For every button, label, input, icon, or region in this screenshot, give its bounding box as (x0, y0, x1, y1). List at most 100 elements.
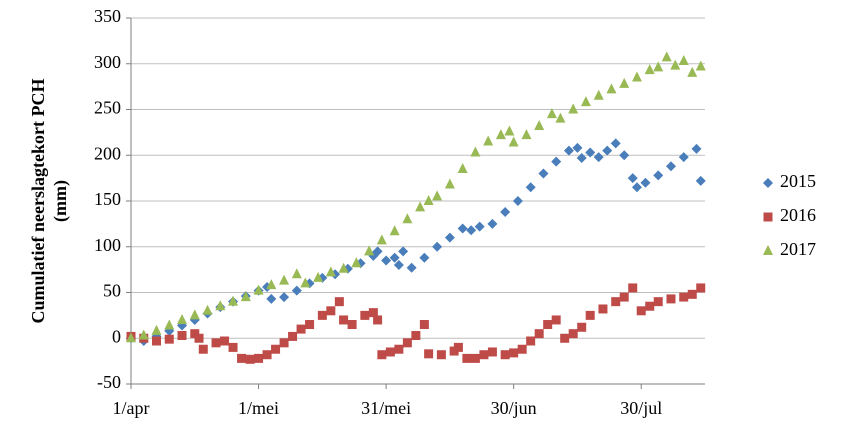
y-axis-title: (mm) (50, 180, 71, 222)
data-point (602, 145, 613, 156)
data-point (220, 336, 230, 346)
y-tick-label: 200 (94, 143, 121, 163)
data-point (279, 292, 290, 303)
data-point (317, 310, 327, 320)
data-point (598, 304, 608, 314)
data-point (687, 289, 697, 299)
data-point (228, 342, 238, 352)
data-point (202, 304, 213, 315)
data-point (279, 274, 290, 285)
data-point (432, 190, 443, 201)
data-point (627, 173, 638, 184)
data-point (538, 168, 549, 179)
data-point (151, 324, 162, 335)
data-point (628, 283, 638, 293)
data-point (563, 145, 574, 156)
data-point (495, 129, 506, 140)
data-point (593, 152, 604, 163)
data-point (551, 156, 562, 167)
data-point (509, 348, 519, 358)
data-point (457, 223, 468, 234)
data-point (653, 170, 664, 181)
legend-label: 2017 (780, 239, 816, 259)
data-point (237, 353, 247, 363)
data-point (687, 66, 698, 77)
data-point (670, 59, 681, 70)
data-point (296, 324, 306, 334)
data-point (695, 175, 706, 186)
data-point (636, 306, 646, 316)
data-point (415, 201, 426, 212)
data-point (389, 225, 400, 236)
data-point (585, 147, 596, 158)
data-point (300, 277, 311, 288)
data-point (253, 284, 264, 295)
data-point (291, 285, 302, 296)
data-point (190, 329, 200, 339)
data-point (364, 245, 375, 256)
y-tick-label: 300 (94, 52, 121, 72)
data-point (138, 329, 149, 340)
data-point (325, 266, 336, 277)
legend-marker (763, 178, 773, 188)
data-point (678, 55, 689, 66)
data-point (474, 221, 485, 232)
data-point (228, 295, 239, 306)
legend-label: 2016 (780, 205, 816, 225)
data-point (576, 152, 587, 163)
data-point (619, 77, 630, 88)
data-point (177, 331, 187, 341)
data-point (198, 344, 208, 354)
data-point (313, 271, 324, 282)
data-point (373, 315, 383, 325)
data-point (521, 129, 532, 140)
data-point (215, 300, 226, 311)
data-point (326, 306, 336, 316)
data-point (398, 246, 409, 257)
x-tick-label: 30/jun (491, 398, 537, 418)
data-point (631, 71, 642, 82)
y-tick-label: 350 (94, 6, 121, 26)
data-point (240, 291, 251, 302)
legend-marker (763, 212, 773, 222)
data-point (606, 83, 617, 94)
data-point (368, 308, 378, 318)
data-point (419, 252, 430, 263)
data-point (487, 347, 497, 357)
data-point (347, 320, 357, 330)
y-tick-label: 0 (112, 326, 121, 346)
data-point (305, 320, 315, 330)
data-point (640, 177, 651, 188)
data-point (377, 350, 387, 360)
data-point (189, 309, 200, 320)
data-point (126, 332, 136, 343)
data-point (645, 301, 655, 311)
data-point (194, 333, 204, 343)
data-point (419, 320, 429, 330)
y-tick-label: 150 (94, 189, 121, 209)
data-point (393, 260, 404, 271)
data-point (266, 293, 277, 304)
data-point (406, 262, 417, 273)
data-point (696, 283, 706, 293)
data-point (266, 279, 277, 290)
data-point (543, 320, 553, 330)
data-point (678, 152, 689, 163)
data-point (334, 297, 344, 307)
data-point (500, 206, 511, 217)
data-point (436, 350, 446, 360)
data-point (351, 257, 362, 268)
data-point (666, 294, 676, 304)
data-point (385, 347, 395, 357)
data-point (288, 331, 298, 341)
x-tick-label: 1/apr (113, 398, 150, 418)
data-point (164, 319, 175, 330)
data-point (432, 241, 443, 252)
data-point (466, 225, 477, 236)
data-point (152, 336, 162, 346)
data-point (653, 297, 663, 307)
data-point (411, 331, 421, 341)
data-point (653, 61, 664, 72)
data-point (610, 138, 621, 149)
x-tick-label: 1/mei (238, 398, 279, 418)
